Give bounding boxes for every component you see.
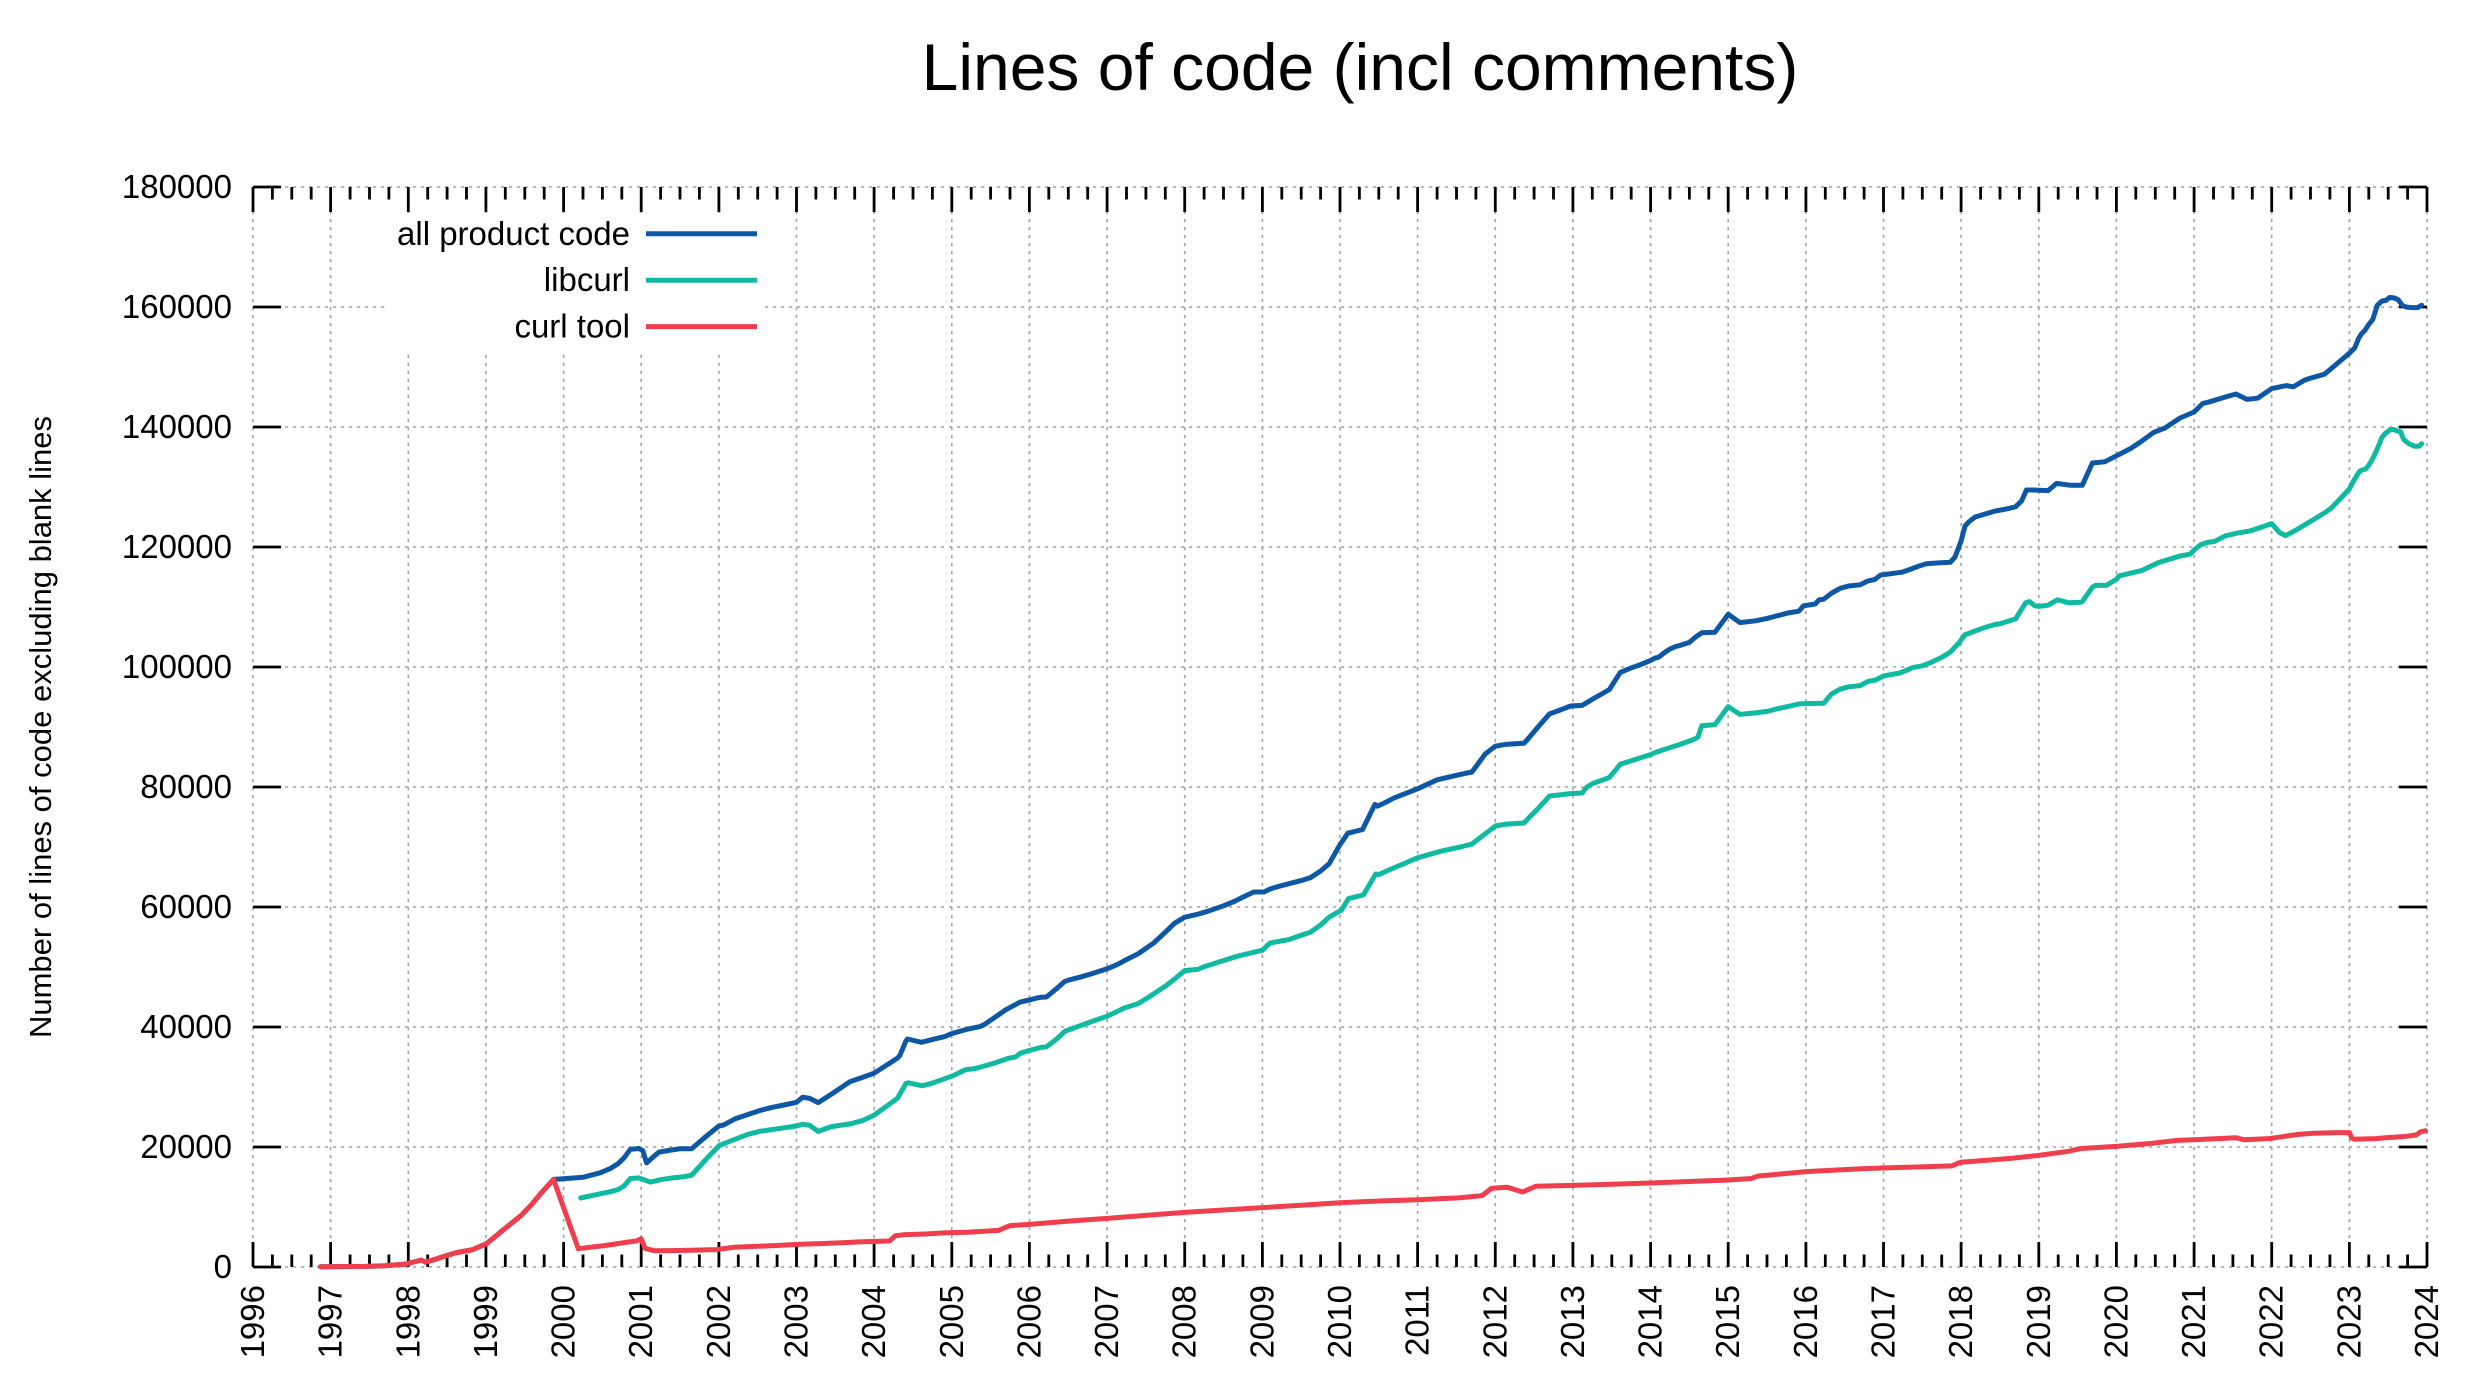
svg-text:2012: 2012	[1476, 1285, 1513, 1358]
svg-text:2003: 2003	[778, 1285, 815, 1358]
svg-text:40000: 40000	[140, 1008, 232, 1045]
svg-text:libcurl: libcurl	[544, 261, 630, 298]
svg-text:curl tool: curl tool	[514, 308, 630, 345]
svg-text:2010: 2010	[1321, 1285, 1358, 1358]
svg-text:2021: 2021	[2175, 1285, 2212, 1358]
svg-text:2019: 2019	[2020, 1285, 2057, 1358]
svg-text:80000: 80000	[140, 768, 232, 805]
svg-text:60000: 60000	[140, 888, 232, 925]
svg-text:1999: 1999	[467, 1285, 504, 1358]
svg-text:2014: 2014	[1632, 1285, 1669, 1358]
svg-text:2015: 2015	[1709, 1285, 1746, 1358]
svg-text:1996: 1996	[234, 1285, 271, 1358]
svg-text:2017: 2017	[1865, 1285, 1902, 1358]
svg-text:100000: 100000	[122, 648, 232, 685]
svg-text:1997: 1997	[312, 1285, 349, 1358]
svg-text:2009: 2009	[1243, 1285, 1280, 1358]
svg-text:2023: 2023	[2330, 1285, 2367, 1358]
svg-text:20000: 20000	[140, 1128, 232, 1165]
svg-text:0: 0	[214, 1248, 232, 1285]
svg-text:2020: 2020	[2097, 1285, 2134, 1358]
svg-text:2018: 2018	[1942, 1285, 1979, 1358]
svg-text:160000: 160000	[122, 288, 232, 325]
svg-text:140000: 140000	[122, 408, 232, 445]
svg-text:2024: 2024	[2408, 1285, 2445, 1358]
svg-text:2013: 2013	[1554, 1285, 1591, 1358]
svg-text:120000: 120000	[122, 528, 232, 565]
svg-text:180000: 180000	[122, 168, 232, 205]
svg-text:2011: 2011	[1399, 1285, 1436, 1356]
svg-text:Number of lines of code exclud: Number of lines of code excluding blank …	[23, 416, 58, 1038]
svg-text:2016: 2016	[1787, 1285, 1824, 1358]
svg-text:2008: 2008	[1166, 1285, 1203, 1358]
svg-text:2006: 2006	[1010, 1285, 1047, 1358]
svg-text:2000: 2000	[545, 1285, 582, 1358]
svg-text:all product code: all product code	[397, 215, 630, 252]
svg-text:2022: 2022	[2253, 1285, 2290, 1358]
svg-text:2002: 2002	[700, 1285, 737, 1358]
svg-text:2005: 2005	[933, 1285, 970, 1358]
svg-text:2007: 2007	[1088, 1285, 1125, 1358]
svg-text:2001: 2001	[622, 1285, 659, 1358]
svg-text:2004: 2004	[855, 1285, 892, 1358]
svg-text:Lines of code (incl comments): Lines of code (incl comments)	[922, 30, 1799, 104]
svg-text:1998: 1998	[389, 1285, 426, 1358]
